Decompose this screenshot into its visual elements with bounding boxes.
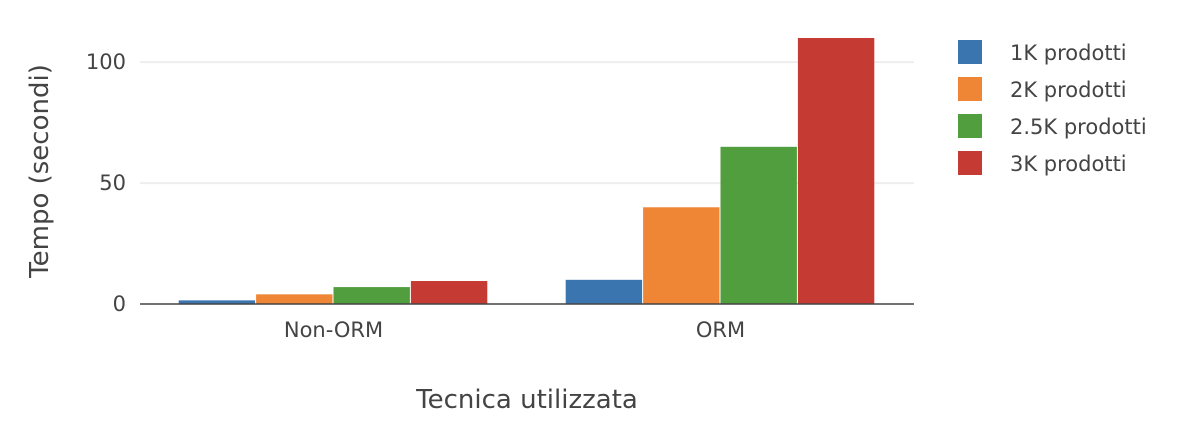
y-tick-label: 50 [99, 171, 126, 195]
legend-swatch [958, 40, 982, 64]
bars [178, 38, 875, 304]
y-tick-labels: 0 50 100 [86, 50, 126, 316]
bar [643, 207, 720, 304]
bar [256, 294, 333, 304]
legend-swatch [958, 114, 982, 138]
legend-label: 2.5K prodotti [1010, 115, 1147, 139]
x-tick-label: ORM [696, 318, 745, 342]
x-tick-label: Non-ORM [284, 318, 383, 342]
bar [333, 287, 410, 304]
legend-swatch [958, 151, 982, 175]
x-tick-labels: Non-ORM ORM [284, 318, 745, 342]
bar [410, 281, 488, 304]
legend: 1K prodotti 2K prodotti 2.5K prodotti 3K pr… [958, 40, 1147, 176]
bar [565, 279, 643, 304]
bar [720, 146, 797, 304]
legend-label: 1K prodotti [1010, 41, 1127, 65]
x-axis-title: Tecnica utilizzata [415, 385, 638, 415]
bar [797, 38, 875, 304]
bar [178, 300, 256, 304]
legend-swatch [958, 77, 982, 101]
legend-label: 2K prodotti [1010, 78, 1127, 102]
y-tick-label: 0 [113, 292, 126, 316]
legend-label: 3K prodotti [1010, 152, 1127, 176]
y-axis-title: Tempo (secondi) [25, 64, 55, 279]
y-tick-label: 100 [86, 50, 126, 74]
